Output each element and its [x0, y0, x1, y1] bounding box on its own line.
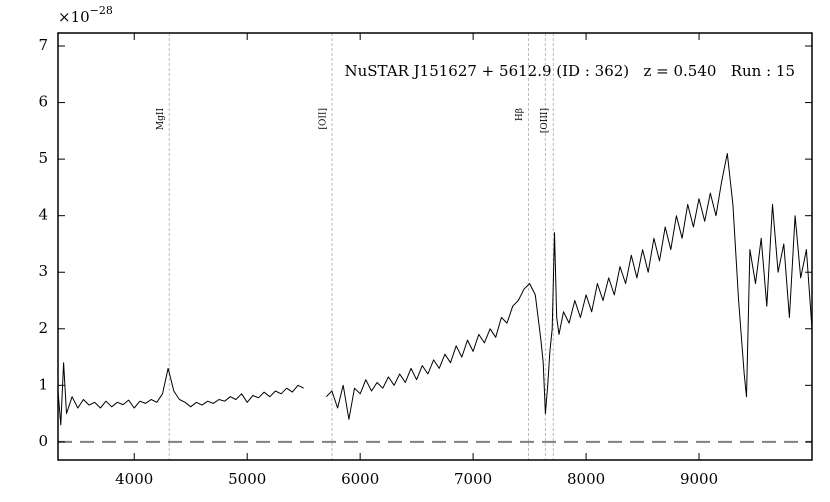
- y-tick-label: 3: [38, 262, 48, 280]
- spectrum-line: [57, 153, 813, 426]
- x-tick-label: 8000: [567, 470, 605, 488]
- offset-text: ×10−28: [58, 4, 113, 26]
- emission-label: [OII]: [318, 108, 328, 130]
- emission-label: MgII: [156, 108, 166, 131]
- y-tick-label: 5: [38, 149, 48, 167]
- x-tick-label: 7000: [454, 470, 492, 488]
- y-tick-label: 6: [38, 93, 48, 111]
- chart-title: NuSTAR J151627 + 5612.9 (ID : 362) z = 0…: [345, 62, 796, 80]
- y-tick-label: 7: [38, 36, 48, 54]
- x-tick-label: 5000: [228, 470, 266, 488]
- y-tick-label: 0: [38, 432, 48, 450]
- plot-frame: [57, 32, 813, 461]
- x-tick-label: 6000: [341, 470, 379, 488]
- y-tick-label: 1: [38, 375, 48, 393]
- y-tick-label: 2: [38, 319, 48, 337]
- offset-base: ×10: [58, 8, 90, 26]
- emission-label: Hβ: [515, 108, 525, 121]
- x-tick-label: 4000: [115, 470, 153, 488]
- offset-exponent: −28: [90, 4, 113, 17]
- y-tick-label: 4: [38, 206, 48, 224]
- x-tick-label: 9000: [680, 470, 718, 488]
- emission-label: [OIII]: [540, 108, 550, 133]
